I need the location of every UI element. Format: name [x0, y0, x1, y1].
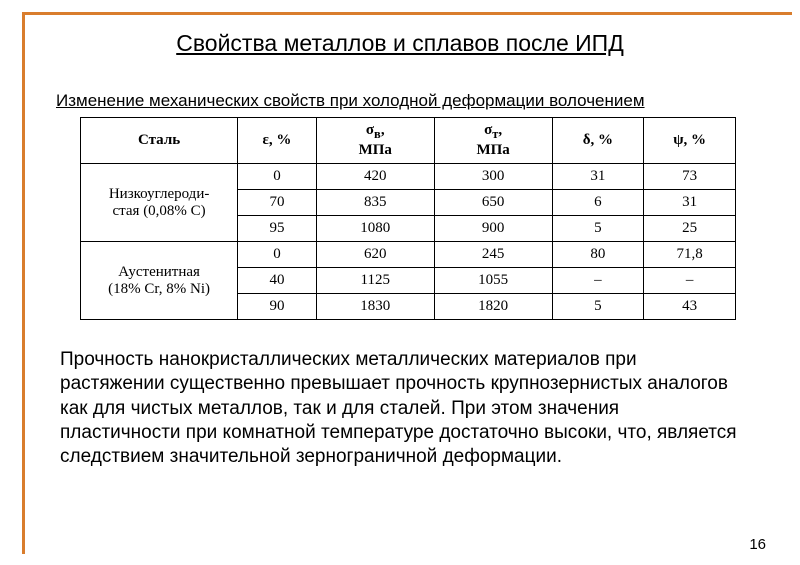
accent-rule-top	[22, 12, 792, 15]
table-cell: 420	[316, 164, 434, 190]
properties-table: Стальε, %σв,МПаσт,МПаδ, %ψ, % Низкоуглер…	[80, 117, 736, 320]
table-cell: 900	[434, 216, 552, 242]
table-cell: 40	[238, 268, 317, 294]
steel-name-cell: Аустенитная(18% Cr, 8% Ni)	[81, 242, 238, 320]
accent-rule-left	[22, 12, 25, 554]
table-cell: 90	[238, 294, 317, 320]
table-cell: 31	[552, 164, 644, 190]
table-cell: 43	[644, 294, 736, 320]
table-cell: 5	[552, 216, 644, 242]
col-header: δ, %	[552, 118, 644, 164]
table-cell: 1080	[316, 216, 434, 242]
table-header-row: Стальε, %σв,МПаσт,МПаδ, %ψ, %	[81, 118, 736, 164]
table-cell: 73	[644, 164, 736, 190]
data-table-wrap: Стальε, %σв,МПаσт,МПаδ, %ψ, % Низкоуглер…	[80, 117, 736, 320]
table-cell: 650	[434, 190, 552, 216]
col-header: Сталь	[81, 118, 238, 164]
table-cell: 31	[644, 190, 736, 216]
table-cell: 6	[552, 190, 644, 216]
body-paragraph: Прочность нанокристаллических металличес…	[60, 348, 738, 470]
table-caption: Изменение механических свойств при холод…	[56, 91, 776, 111]
table-cell: 1055	[434, 268, 552, 294]
col-header: ψ, %	[644, 118, 736, 164]
table-cell: 95	[238, 216, 317, 242]
steel-name-cell: Низкоуглероди-стая (0,08% С)	[81, 164, 238, 242]
table-cell: 1125	[316, 268, 434, 294]
table-row: Аустенитная(18% Cr, 8% Ni)06202458071,8	[81, 242, 736, 268]
table-cell: 245	[434, 242, 552, 268]
page-title: Свойства металлов и сплавов после ИПД	[24, 30, 776, 57]
table-cell: –	[644, 268, 736, 294]
col-header: ε, %	[238, 118, 317, 164]
table-cell: 1820	[434, 294, 552, 320]
table-cell: 80	[552, 242, 644, 268]
table-row: Низкоуглероди-стая (0,08% С)04203003173	[81, 164, 736, 190]
table-cell: 71,8	[644, 242, 736, 268]
table-cell: 300	[434, 164, 552, 190]
table-cell: 835	[316, 190, 434, 216]
table-cell: 0	[238, 164, 317, 190]
table-cell: 620	[316, 242, 434, 268]
col-header: σт,МПа	[434, 118, 552, 164]
table-cell: 0	[238, 242, 317, 268]
table-cell: 25	[644, 216, 736, 242]
page-number: 16	[749, 536, 766, 553]
table-cell: –	[552, 268, 644, 294]
table-cell: 5	[552, 294, 644, 320]
col-header: σв,МПа	[316, 118, 434, 164]
table-cell: 70	[238, 190, 317, 216]
table-cell: 1830	[316, 294, 434, 320]
slide: Свойства металлов и сплавов после ИПД Из…	[0, 0, 800, 565]
